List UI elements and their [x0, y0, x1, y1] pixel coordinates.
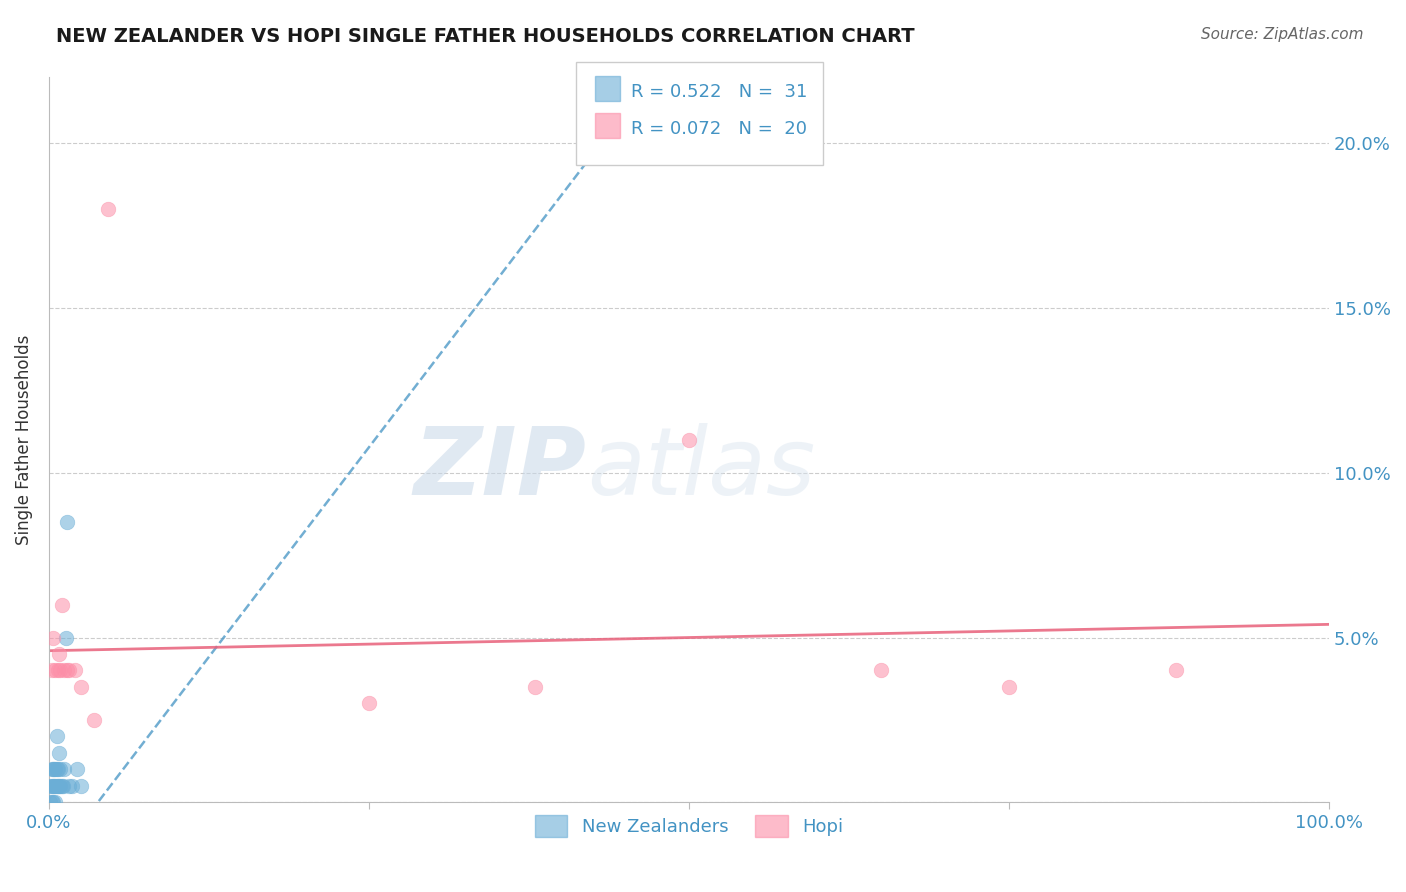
Point — [66, 762, 89, 776]
Point — [998, 680, 1021, 694]
Point — [56, 515, 79, 529]
Text: Source: ZipAtlas.com: Source: ZipAtlas.com — [1201, 27, 1364, 42]
Point — [51, 598, 73, 612]
Text: NEW ZEALANDER VS HOPI SINGLE FATHER HOUSEHOLDS CORRELATION CHART: NEW ZEALANDER VS HOPI SINGLE FATHER HOUS… — [56, 27, 915, 45]
Point — [42, 762, 65, 776]
Point — [1164, 664, 1187, 678]
Y-axis label: Single Father Households: Single Father Households — [15, 334, 32, 545]
Point — [56, 664, 79, 678]
Point — [55, 631, 77, 645]
Point — [524, 680, 547, 694]
Point — [48, 779, 70, 793]
Point — [44, 795, 66, 809]
Point — [70, 779, 93, 793]
Point — [58, 779, 80, 793]
Point — [53, 762, 76, 776]
Point — [42, 795, 65, 809]
Point — [63, 664, 86, 678]
Point — [60, 779, 83, 793]
Point — [42, 779, 65, 793]
Point — [870, 664, 893, 678]
Point — [41, 664, 63, 678]
Point — [70, 680, 93, 694]
Point — [49, 664, 72, 678]
Point — [39, 795, 62, 809]
Point — [53, 664, 76, 678]
Text: R = 0.072   N =  20: R = 0.072 N = 20 — [631, 120, 807, 138]
Legend: New Zealanders, Hopi: New Zealanders, Hopi — [527, 807, 851, 844]
Point — [39, 779, 62, 793]
Point — [44, 762, 66, 776]
Text: ZIP: ZIP — [413, 423, 586, 515]
Point — [48, 746, 70, 760]
Text: atlas: atlas — [586, 424, 815, 515]
Point — [45, 762, 67, 776]
Point — [46, 762, 69, 776]
Point — [42, 762, 65, 776]
Point — [44, 664, 66, 678]
Point — [83, 713, 105, 727]
Text: R = 0.522   N =  31: R = 0.522 N = 31 — [631, 83, 807, 101]
Point — [51, 779, 73, 793]
Point — [678, 433, 700, 447]
Point — [44, 779, 66, 793]
Point — [42, 779, 65, 793]
Point — [357, 697, 380, 711]
Point — [45, 730, 67, 744]
Point — [46, 664, 69, 678]
Point — [45, 779, 67, 793]
Point — [41, 795, 63, 809]
Point — [42, 631, 65, 645]
Point — [48, 647, 70, 661]
Point — [52, 779, 75, 793]
Point — [49, 762, 72, 776]
Point — [41, 779, 63, 793]
Point — [58, 664, 80, 678]
Point — [41, 762, 63, 776]
Point — [97, 202, 120, 217]
Point — [46, 779, 69, 793]
Point — [49, 779, 72, 793]
